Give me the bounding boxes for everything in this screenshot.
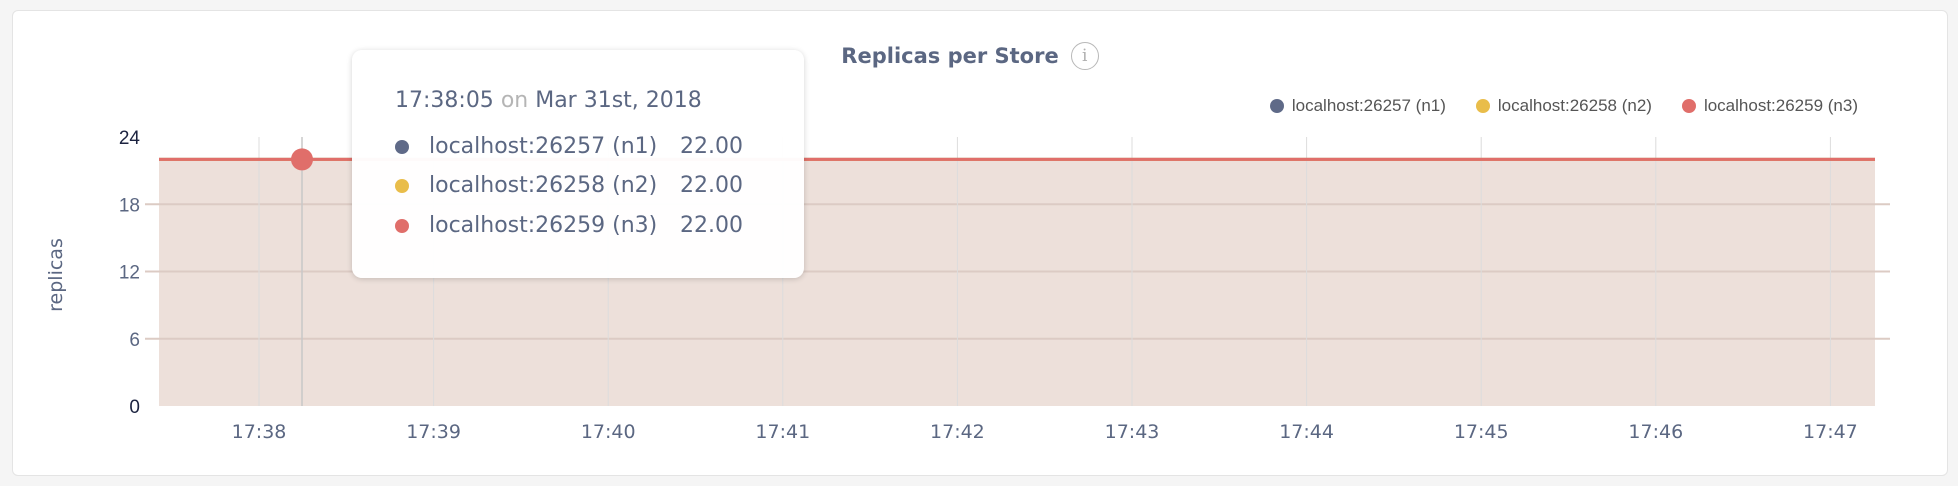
tooltip-row-n1: localhost:26257 (n1) 22.00 bbox=[395, 134, 743, 159]
x-tick-label: 17:46 bbox=[1628, 421, 1683, 443]
x-tick-label: 17:45 bbox=[1454, 421, 1509, 443]
tooltip-time: 17:38:05 bbox=[395, 88, 494, 113]
hover-point bbox=[291, 148, 313, 171]
series-dot bbox=[395, 139, 409, 154]
y-axis-label: replicas bbox=[45, 238, 67, 312]
x-tick-label: 17:43 bbox=[1105, 421, 1160, 443]
y-tick-label: 0 bbox=[129, 397, 140, 418]
tooltip-value: 22.00 bbox=[680, 173, 743, 198]
legend-dot bbox=[1681, 99, 1696, 113]
x-tick-label: 17:39 bbox=[406, 421, 461, 443]
y-tick-label: 6 bbox=[129, 330, 140, 351]
y-tick-label: 12 bbox=[119, 263, 140, 284]
tooltip-header: 17:38:05 on Mar 31st, 2018 bbox=[395, 88, 702, 113]
tooltip-label: localhost:26257 (n1) bbox=[429, 134, 658, 159]
x-tick-label: 17:38 bbox=[232, 421, 287, 443]
y-tick-label: 24 bbox=[119, 128, 141, 149]
legend-dot bbox=[1269, 99, 1284, 113]
hover-tooltip: 17:38:05 on Mar 31st, 2018 localhost:262… bbox=[352, 50, 804, 278]
legend-dot bbox=[1475, 99, 1490, 113]
legend-item-n2[interactable]: localhost:26258 (n2) bbox=[1475, 96, 1652, 116]
legend-label: localhost:26258 (n2) bbox=[1497, 96, 1652, 115]
series-dot bbox=[395, 178, 409, 193]
legend-label: localhost:26259 (n3) bbox=[1703, 96, 1858, 115]
tooltip-label: localhost:26258 (n2) bbox=[429, 173, 658, 198]
x-tick-label: 17:41 bbox=[755, 421, 810, 443]
y-tick-label: 18 bbox=[119, 195, 140, 216]
legend-item-n3[interactable]: localhost:26259 (n3) bbox=[1681, 96, 1858, 116]
info-icon[interactable]: i bbox=[1070, 42, 1099, 70]
legend-item-n1[interactable]: localhost:26257 (n1) bbox=[1269, 96, 1446, 116]
x-tick-label: 17:44 bbox=[1279, 421, 1334, 443]
series-dot bbox=[395, 218, 409, 233]
chart-title: Replicas per Store bbox=[841, 44, 1059, 68]
tooltip-date: Mar 31st, 2018 bbox=[535, 88, 702, 113]
tooltip-on: on bbox=[500, 88, 529, 113]
x-tick-label: 17:42 bbox=[930, 421, 985, 443]
tooltip-label: localhost:26259 (n3) bbox=[429, 213, 658, 238]
tooltip-row-n2: localhost:26258 (n2) 22.00 bbox=[395, 173, 743, 198]
x-tick-label: 17:47 bbox=[1803, 421, 1858, 443]
x-tick-label: 17:40 bbox=[581, 421, 636, 443]
tooltip-value: 22.00 bbox=[680, 213, 743, 238]
tooltip-row-n3: localhost:26259 (n3) 22.00 bbox=[395, 213, 743, 238]
chart-title-row: Replicas per Store i bbox=[0, 42, 1940, 70]
legend: localhost:26257 (n1) localhost:26258 (n2… bbox=[1269, 96, 1858, 116]
legend-label: localhost:26257 (n1) bbox=[1291, 96, 1446, 115]
tooltip-value: 22.00 bbox=[680, 134, 743, 159]
